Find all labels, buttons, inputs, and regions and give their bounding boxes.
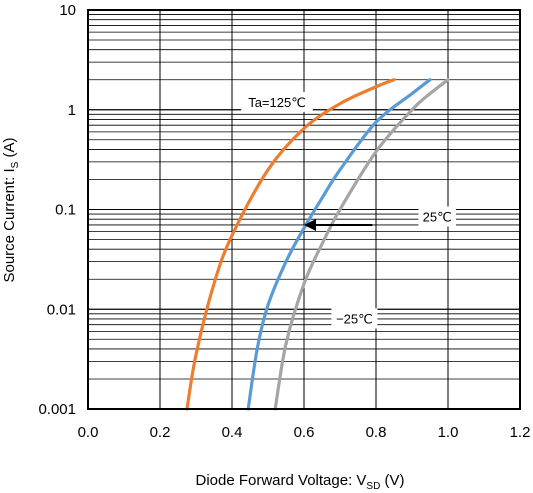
x-tick-label: 1.0 [438,424,459,441]
x-tick-label: 0.4 [222,424,243,441]
y-tick-labels: 0.001 0.01 0.1 1 10 [38,2,76,418]
x-tick-label: 1.2 [510,424,531,441]
annotation-bg [418,206,456,227]
series-line-1 [246,78,432,411]
y-tick-label: 0.01 [47,301,76,318]
annotation-label: Ta=125℃ [248,95,306,110]
x-tick-label: 0.2 [150,424,171,441]
y-tick-label: 0.1 [55,202,76,219]
y-tick-label: 10 [59,2,76,19]
x-axis-label: Diode Forward Voltage: VSD (V) [195,472,404,492]
x-tick-labels: 0.0 0.2 0.4 0.6 0.8 1.0 1.2 [78,424,531,441]
x-tick-label: 0.6 [294,424,315,441]
annotation-label: 25℃ [423,210,452,225]
annotation-bg [241,91,313,112]
x-tick-label: 0.0 [78,424,99,441]
series-line-0 [185,78,396,411]
x-tick-label: 0.8 [366,424,387,441]
annotation-bg [331,308,378,329]
curves [185,78,450,411]
annotation-arrowhead [304,218,316,231]
plot-frame [87,9,521,410]
annotations: Ta=125℃ 25℃ −25℃ [241,91,456,329]
y-axis-label: Source Current: IS (A) [1,137,21,282]
series-line-2 [273,78,450,411]
y-tick-label: 0.001 [38,401,76,418]
y-tick-label: 1 [68,102,76,119]
annotation-label: −25℃ [336,311,373,326]
